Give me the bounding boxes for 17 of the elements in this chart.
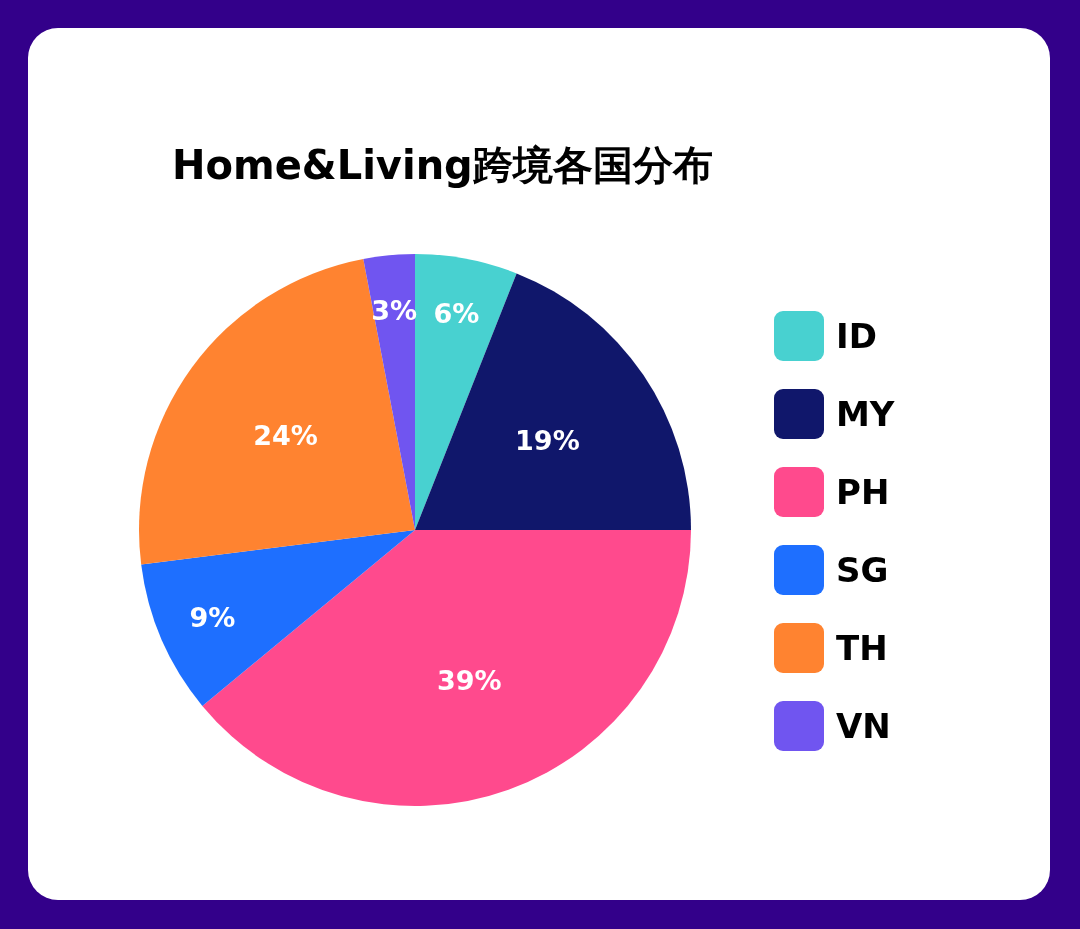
data-label: 9% <box>189 602 236 634</box>
pie-slice <box>363 254 415 530</box>
legend-label: VN <box>836 706 891 746</box>
pie-slice <box>141 530 415 706</box>
legend-label: TH <box>836 628 888 668</box>
pie-slice <box>415 273 691 530</box>
legend-label: ID <box>836 316 877 356</box>
legend-label: PH <box>836 472 890 512</box>
pie-slice <box>415 254 517 530</box>
legend-label: MY <box>836 394 895 434</box>
pie-slice <box>139 258 415 565</box>
data-label: 24% <box>253 420 318 452</box>
data-label: 19% <box>515 424 580 456</box>
data-label: 6% <box>433 297 480 329</box>
data-label: 39% <box>436 665 502 697</box>
legend-label: SG <box>836 550 889 590</box>
chart-title: Home&Living跨境各国分布 <box>172 141 713 190</box>
